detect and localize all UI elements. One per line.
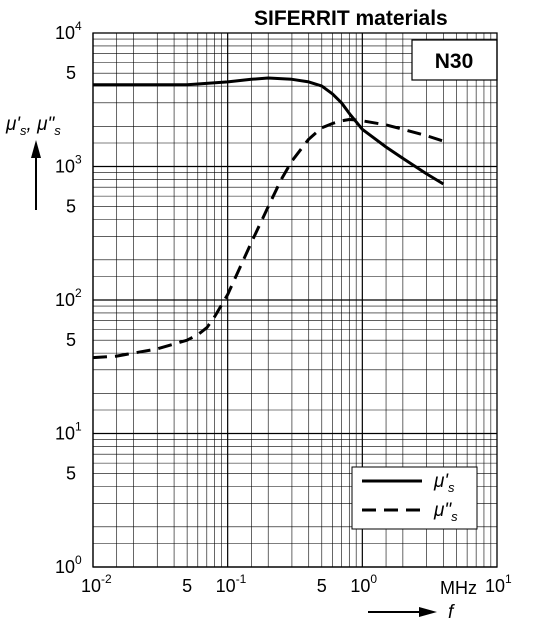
y-tick-label: 103 (55, 153, 82, 177)
y-axis-sub-s2: s (54, 123, 61, 138)
y-axis-sub-s1: s (20, 123, 27, 138)
x-axis-label: f (448, 602, 455, 623)
x-unit-label: MHz (440, 578, 477, 598)
legend-box (351, 466, 478, 530)
y-tick-label: 104 (55, 19, 82, 43)
plot-frame (92, 32, 498, 568)
y-axis-arrow (31, 140, 41, 210)
chart-title: SIFERRIT materials (254, 7, 448, 30)
x-tick-label: 10-2 (81, 572, 112, 596)
y-tick-label: 5 (66, 464, 76, 484)
series-line-mu-dprime (92, 118, 444, 360)
x-axis-arrow (368, 607, 437, 617)
legend: μ's μ"s (351, 466, 478, 530)
x-tick-label: 10-1 (216, 572, 247, 596)
y-tick-label: 102 (55, 286, 82, 310)
x-tick-label: 5 (182, 576, 192, 596)
x-tick-label: 100 (350, 572, 377, 596)
y-axis-mu-prime: μ' (5, 114, 21, 135)
material-box (411, 39, 498, 81)
y-tick-label: 100 (55, 553, 82, 577)
y-axis-mu-dprime: μ" (36, 114, 55, 135)
y-tick-label: 5 (66, 330, 76, 350)
y-tick-label: 101 (55, 420, 82, 444)
series-line-mu-prime (93, 76, 445, 186)
y-tick-label: 5 (66, 197, 76, 217)
y-tick-labels: 100 5 101 5 102 5 103 5 104 (55, 19, 82, 577)
x-tick-labels: 10-2 5 10-1 5 100 101 (81, 572, 512, 596)
x-tick-label: 5 (317, 576, 327, 596)
x-tick-label: 101 (485, 572, 512, 596)
material-label: N30 (435, 50, 474, 73)
series-layer (92, 76, 445, 360)
y-axis-label: μ's, μ"s (5, 114, 61, 138)
y-tick-label: 5 (66, 63, 76, 83)
legend-label-mu-dprime: μ"s (433, 500, 458, 524)
legend-label-mu-prime: μ's (433, 471, 455, 495)
